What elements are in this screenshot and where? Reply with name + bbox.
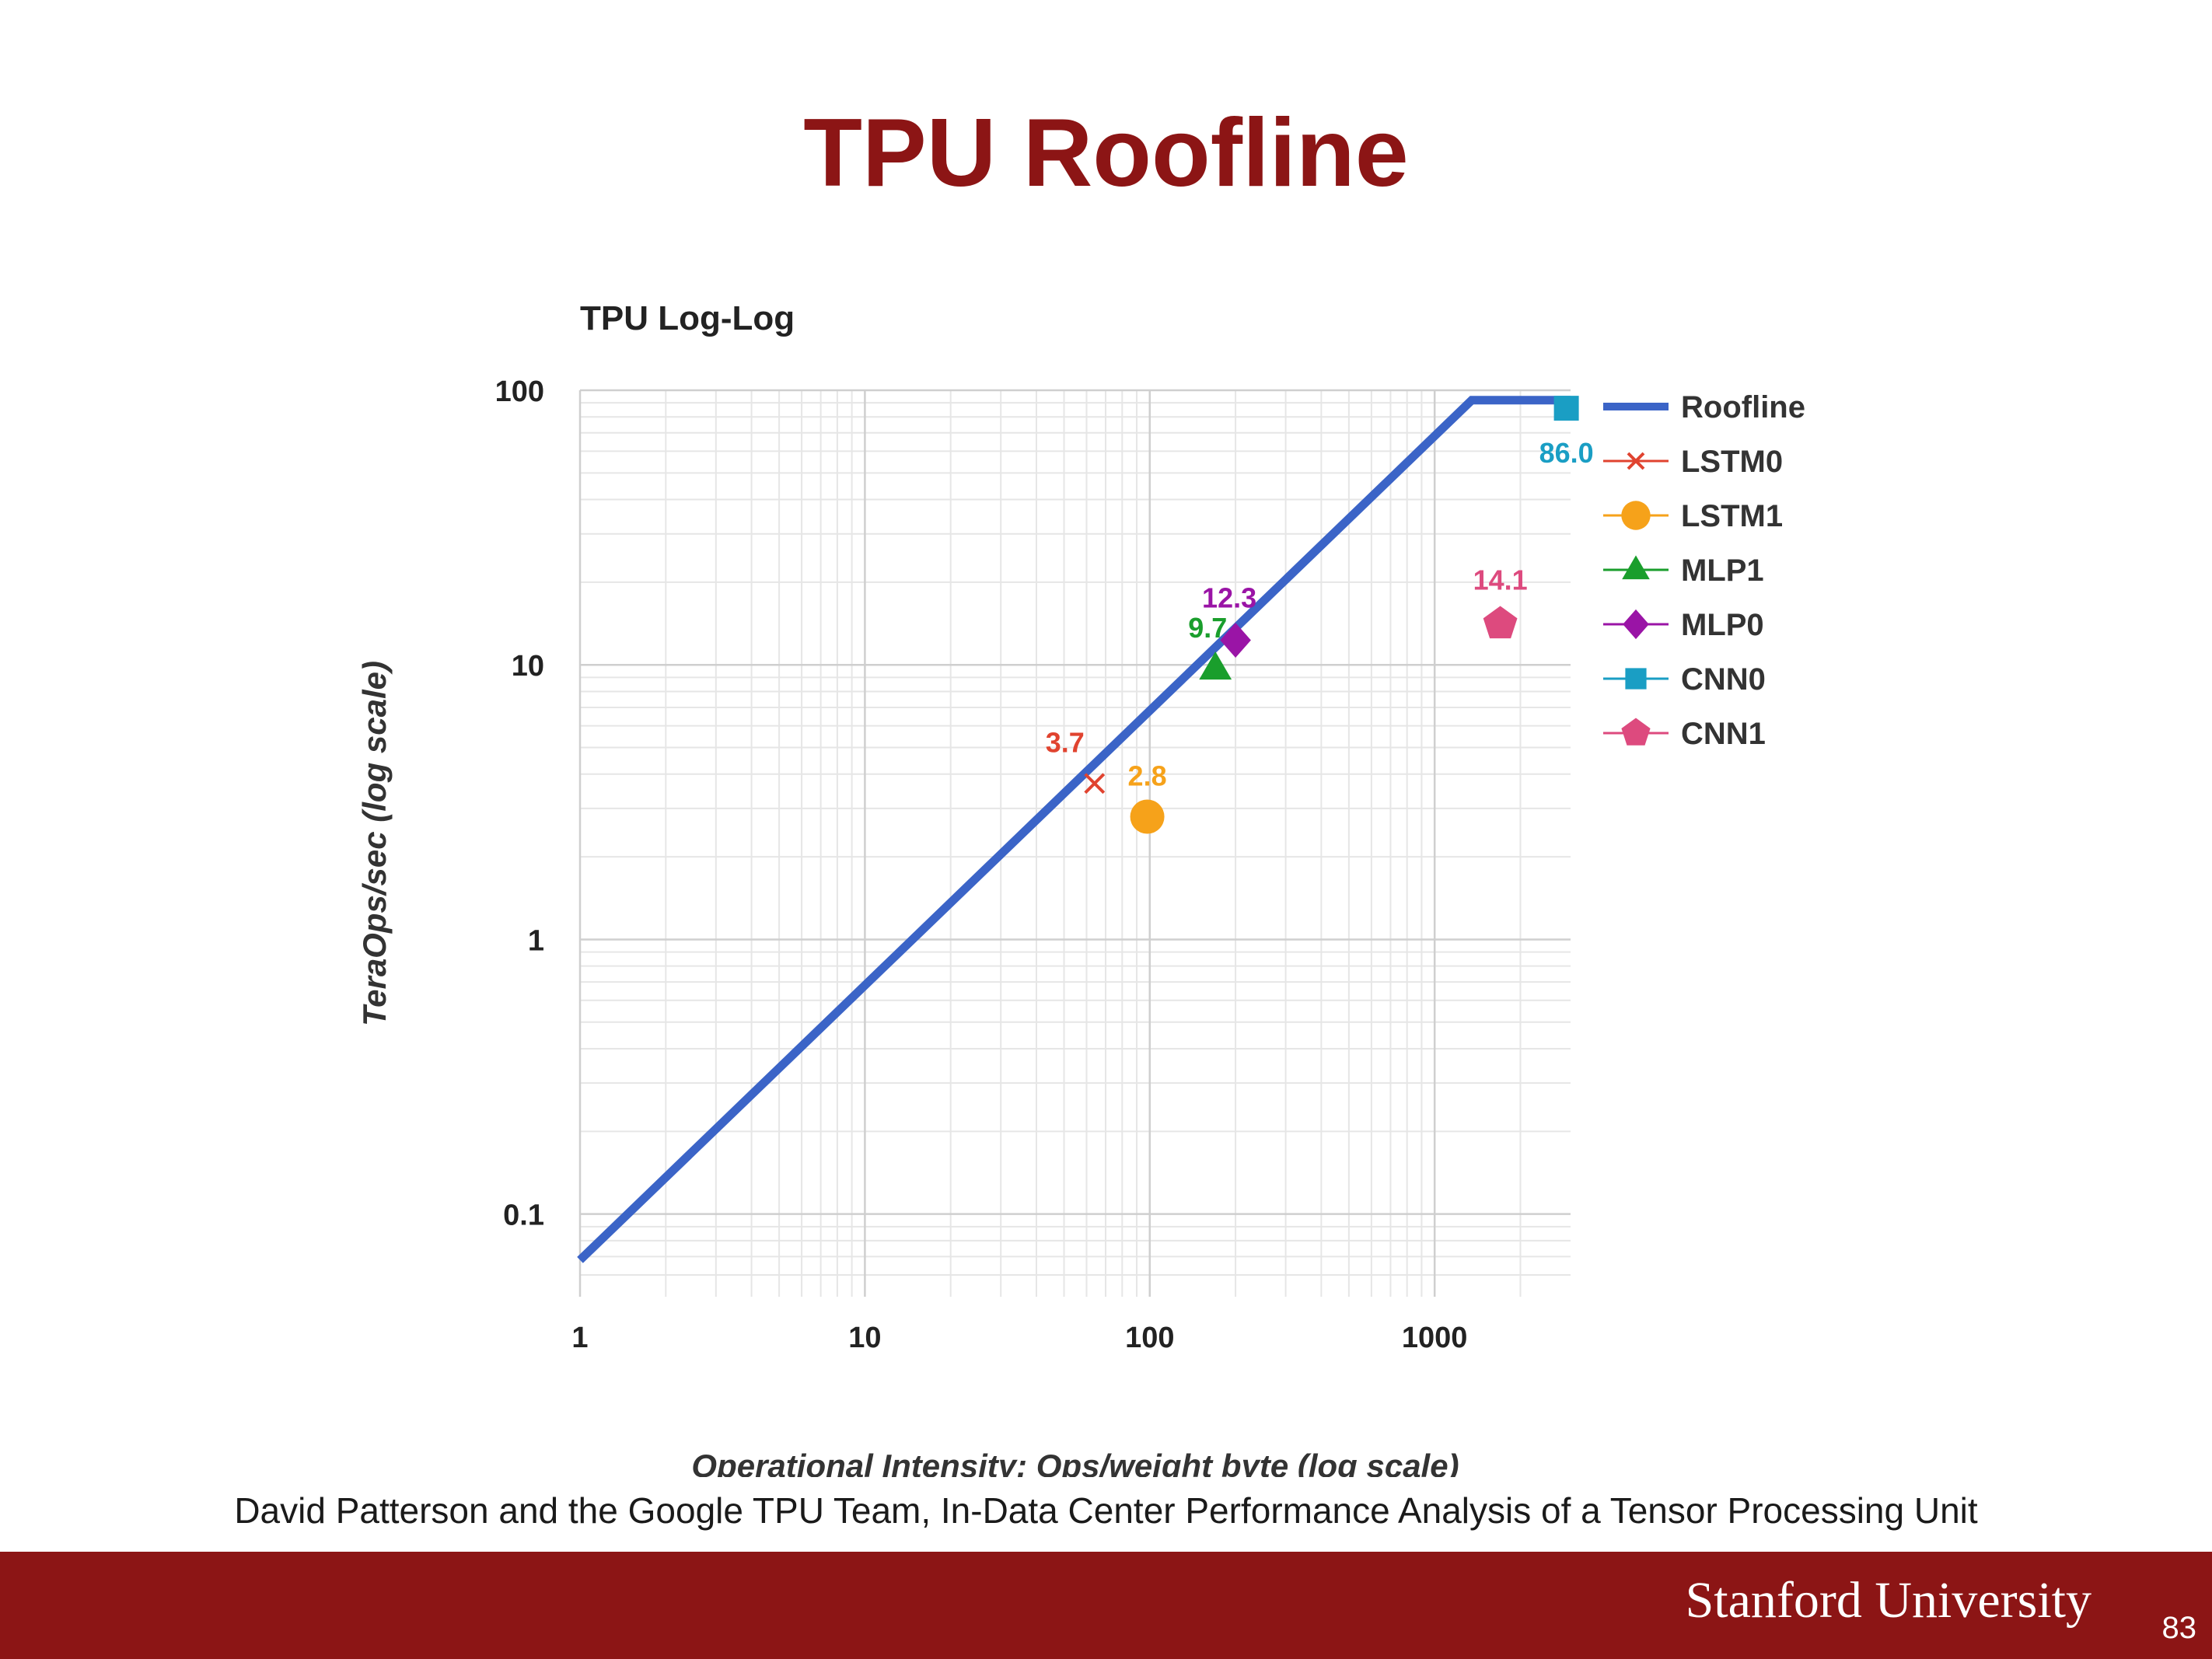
citation-text: David Patterson and the Google TPU Team,… — [234, 1490, 1978, 1531]
mlp1-point — [1199, 651, 1232, 680]
x-tick-label: 1 — [571, 1322, 588, 1354]
mlp1-value-label: 9.7 — [1188, 612, 1227, 644]
chart-title: TPU Log-Log — [580, 299, 795, 337]
legend-mlp1-label: MLP1 — [1681, 554, 1764, 588]
legend-mlp0-swatch — [1623, 609, 1649, 640]
legend-cnn1-swatch — [1621, 718, 1651, 746]
footer-bar: Stanford University 83 — [0, 1552, 2212, 1659]
mlp0-value-label: 12.3 — [1202, 582, 1256, 613]
cnn0-value-label: 86.0 — [1539, 437, 1594, 469]
lstm1-value-label: 2.8 — [1128, 760, 1167, 791]
cnn1-value-label: 14.1 — [1473, 564, 1528, 596]
page-number: 83 — [2161, 1611, 2197, 1645]
lstm0-point — [1084, 773, 1106, 795]
cnn0-point — [1553, 396, 1579, 421]
y-axis-label: TeraOps/sec (log scale) — [356, 661, 393, 1026]
y-tick-label: 100 — [495, 375, 544, 408]
mlp0-point — [1220, 623, 1251, 658]
legend-lstm0-label: LSTM0 — [1681, 445, 1783, 479]
legend-mlp1-swatch — [1622, 555, 1650, 580]
y-tick-label: 10 — [512, 650, 544, 683]
legend-mlp0-label: MLP0 — [1681, 608, 1764, 642]
legend-roofline-label: Roofline — [1681, 390, 1805, 424]
x-tick-label: 1000 — [1402, 1322, 1468, 1354]
x-axis-label: Operational Intensity: Ops/weight byte (… — [691, 1448, 1459, 1477]
slide-title: TPU Roofline — [803, 100, 1409, 207]
y-tick-label: 1 — [528, 924, 544, 957]
cnn1-point — [1483, 606, 1518, 639]
roofline-line — [577, 396, 1571, 1263]
legend-cnn1-label: CNN1 — [1681, 717, 1766, 751]
stanford-wordmark: Stanford University — [1685, 1572, 2091, 1629]
lstm1-point — [1130, 799, 1165, 834]
roofline-chart: 1 10 100 1000 0.1 1 10 100 TPU Log-Log Operationa… — [356, 299, 1805, 1477]
y-tick-label: 0.1 — [503, 1200, 544, 1232]
x-tick-label: 10 — [848, 1322, 881, 1354]
x-tick-label: 100 — [1125, 1322, 1174, 1354]
legend-lstm1-label: LSTM1 — [1681, 499, 1783, 533]
legend-cnn0-swatch — [1625, 668, 1647, 690]
legend-lstm0-swatch — [1627, 452, 1645, 470]
legend-cnn0-label: CNN0 — [1681, 662, 1766, 697]
lstm0-value-label: 3.7 — [1046, 727, 1085, 759]
legend-lstm1-swatch — [1621, 501, 1651, 530]
